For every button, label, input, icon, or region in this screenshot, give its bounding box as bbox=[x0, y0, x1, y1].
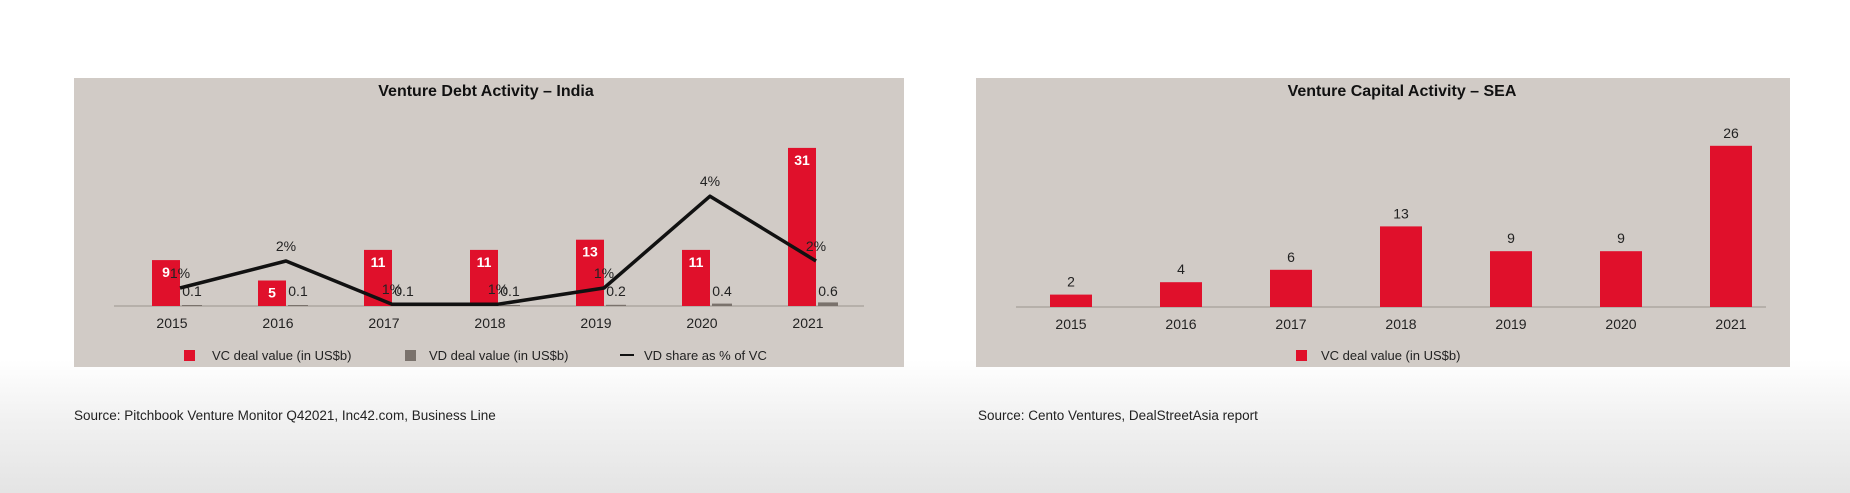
vd-bar-label: 0.6 bbox=[818, 283, 838, 299]
chart-title: Venture Capital Activity – SEA bbox=[1288, 83, 1517, 100]
vc-bar-label: 6 bbox=[1287, 249, 1295, 265]
vc-bar-label: 13 bbox=[1393, 205, 1409, 221]
legend-label-vc: VC deal value (in US$b) bbox=[1321, 348, 1460, 363]
vc-bar bbox=[1490, 251, 1532, 307]
legend-swatch-vc bbox=[184, 350, 195, 361]
legend-label-vd: VD deal value (in US$b) bbox=[429, 348, 568, 363]
source-note-india: Source: Pitchbook Venture Monitor Q42021… bbox=[74, 408, 496, 423]
vc-bar-label: 5 bbox=[268, 285, 276, 301]
vc-bar-label: 2 bbox=[1067, 274, 1075, 290]
x-tick-label: 2018 bbox=[1385, 316, 1416, 332]
vd-bar bbox=[606, 305, 626, 306]
vc-bar-label: 11 bbox=[689, 254, 704, 270]
legend: VC deal value (in US$b) bbox=[1296, 348, 1460, 363]
vd-share-label: 2% bbox=[276, 238, 296, 254]
vc-bar-label: 9 bbox=[1507, 230, 1515, 246]
x-tick-label: 2020 bbox=[1605, 316, 1636, 332]
x-tick-label: 2015 bbox=[156, 315, 187, 331]
legend-label-vc: VC deal value (in US$b) bbox=[212, 348, 351, 363]
vd-share-label: 2% bbox=[806, 238, 826, 254]
legend-label-share: VD share as % of VC bbox=[644, 348, 767, 363]
vc-bar bbox=[1270, 270, 1312, 307]
vc-bar-label: 31 bbox=[794, 152, 810, 168]
vc-bar-label: 11 bbox=[371, 254, 386, 270]
vc-bar bbox=[1160, 282, 1202, 307]
vd-share-label: 1% bbox=[382, 281, 402, 297]
vc-bar bbox=[1380, 226, 1422, 307]
x-tick-label: 2020 bbox=[686, 315, 717, 331]
vc-bar-label: 11 bbox=[477, 254, 492, 270]
x-tick-label: 2021 bbox=[792, 315, 823, 331]
vd-bar bbox=[288, 305, 308, 306]
vd-bar bbox=[712, 304, 732, 306]
venture-capital-sea-svg: Venture Capital Activity – SEA 2 2015 4 201… bbox=[976, 78, 1790, 367]
vc-bar-label: 4 bbox=[1177, 261, 1185, 277]
venture-capital-sea-chart: Venture Capital Activity – SEA 2 2015 4 201… bbox=[976, 78, 1790, 367]
vc-bar-label: 9 bbox=[1617, 230, 1625, 246]
x-tick-label: 2019 bbox=[1495, 316, 1526, 332]
x-tick-label: 2016 bbox=[262, 315, 293, 331]
x-tick-label: 2015 bbox=[1055, 316, 1086, 332]
vc-bar bbox=[1600, 251, 1642, 307]
vd-share-label: 1% bbox=[488, 281, 508, 297]
legend-swatch-vd bbox=[405, 350, 416, 361]
vd-bar-label: 0.1 bbox=[288, 283, 308, 299]
vc-bar-label: 26 bbox=[1723, 125, 1739, 141]
vc-bar bbox=[788, 148, 816, 306]
vd-bar bbox=[182, 305, 202, 306]
x-tick-label: 2021 bbox=[1715, 316, 1746, 332]
x-tick-label: 2017 bbox=[368, 315, 399, 331]
vd-bar-label: 0.4 bbox=[712, 283, 732, 299]
source-note-sea: Source: Cento Ventures, DealStreetAsia r… bbox=[978, 408, 1258, 423]
venture-debt-india-chart: Venture Debt Activity – India 9 0.1 2015 5 0… bbox=[74, 78, 904, 367]
vd-share-label: 1% bbox=[594, 265, 614, 281]
x-tick-label: 2018 bbox=[474, 315, 505, 331]
x-tick-label: 2019 bbox=[580, 315, 611, 331]
x-tick-label: 2016 bbox=[1165, 316, 1196, 332]
vc-bar-label: 13 bbox=[582, 244, 598, 260]
vc-bar bbox=[1050, 295, 1092, 307]
x-tick-label: 2017 bbox=[1275, 316, 1306, 332]
vd-bar bbox=[818, 302, 838, 306]
vc-bar bbox=[1710, 146, 1752, 307]
vd-share-label: 4% bbox=[700, 173, 720, 189]
vd-share-label: 1% bbox=[170, 265, 190, 281]
legend-swatch-vc bbox=[1296, 350, 1307, 361]
legend: VC deal value (in US$b) VD deal value (i… bbox=[184, 348, 767, 363]
chart-title: Venture Debt Activity – India bbox=[378, 83, 594, 100]
